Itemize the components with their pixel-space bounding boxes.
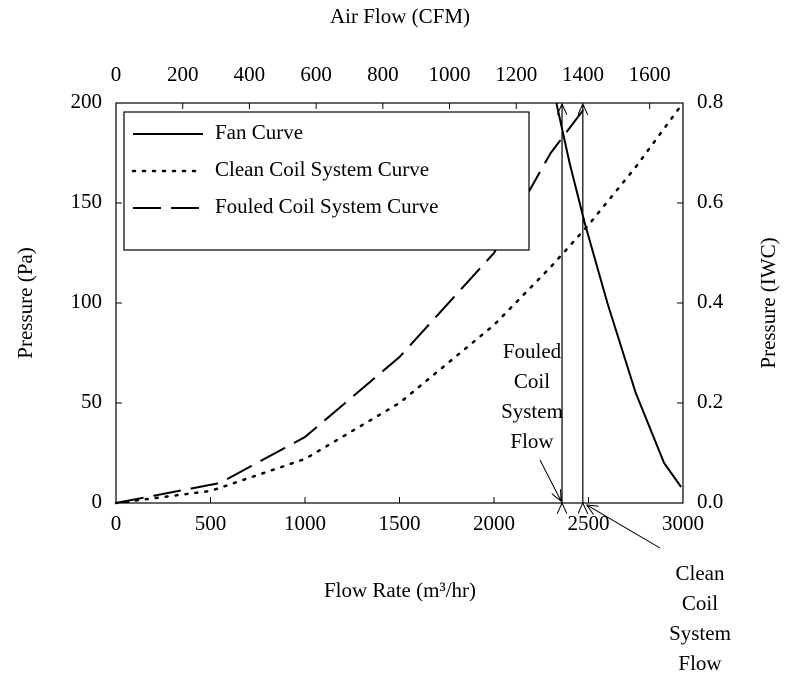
annotation-text: Clean bbox=[676, 561, 725, 585]
x-tick-label: 2000 bbox=[473, 511, 515, 535]
y-axis-label: Pressure (Pa) bbox=[13, 247, 37, 358]
y-tick-label: 0 bbox=[92, 489, 103, 513]
x2-tick-label: 1600 bbox=[629, 62, 671, 86]
x-axis-label: Flow Rate (m³/hr) bbox=[324, 578, 476, 602]
legend-label: Clean Coil System Curve bbox=[215, 157, 429, 181]
legend-label: Fouled Coil System Curve bbox=[215, 194, 438, 218]
annotation-text: Coil bbox=[682, 591, 718, 615]
x2-tick-label: 1400 bbox=[562, 62, 604, 86]
y2-axis-label: Pressure (IWC) bbox=[756, 237, 780, 368]
series-line bbox=[115, 102, 590, 504]
x2-tick-label: 800 bbox=[367, 62, 399, 86]
annotation-text: Fouled bbox=[503, 339, 562, 363]
x-tick-label: 1500 bbox=[379, 511, 421, 535]
annotation-arrow bbox=[539, 459, 561, 501]
series-line bbox=[555, 102, 682, 488]
x2-tick-label: 200 bbox=[167, 62, 199, 86]
y-tick-label: 200 bbox=[71, 89, 103, 113]
y2-tick-label: 0.8 bbox=[697, 89, 723, 113]
y-tick-label: 150 bbox=[71, 189, 103, 213]
x2-tick-label: 600 bbox=[300, 62, 332, 86]
y-tick-label: 100 bbox=[71, 289, 103, 313]
y2-tick-label: 0.0 bbox=[697, 489, 723, 513]
annotation-text: System bbox=[669, 621, 731, 645]
x2-tick-label: 1200 bbox=[495, 62, 537, 86]
chart-title: Air Flow (CFM) bbox=[330, 4, 470, 28]
x2-tick-label: 0 bbox=[111, 62, 122, 86]
y2-tick-label: 0.6 bbox=[697, 189, 723, 213]
x2-tick-label: 1000 bbox=[429, 62, 471, 86]
annotation-text: Flow bbox=[678, 651, 722, 675]
x-tick-label: 1000 bbox=[284, 511, 326, 535]
annotation-arrow bbox=[587, 505, 661, 549]
y-tick-label: 50 bbox=[81, 389, 102, 413]
x2-tick-label: 400 bbox=[234, 62, 266, 86]
y2-tick-label: 0.2 bbox=[697, 389, 723, 413]
annotation-text: Coil bbox=[514, 369, 550, 393]
x-tick-label: 0 bbox=[111, 511, 122, 535]
annotation-text: System bbox=[501, 399, 563, 423]
x-tick-label: 500 bbox=[195, 511, 227, 535]
x-tick-label: 3000 bbox=[662, 511, 704, 535]
legend-box bbox=[123, 111, 530, 251]
y2-tick-label: 0.4 bbox=[697, 289, 724, 313]
annotation-text: Flow bbox=[510, 429, 554, 453]
legend-label: Fan Curve bbox=[215, 120, 303, 144]
